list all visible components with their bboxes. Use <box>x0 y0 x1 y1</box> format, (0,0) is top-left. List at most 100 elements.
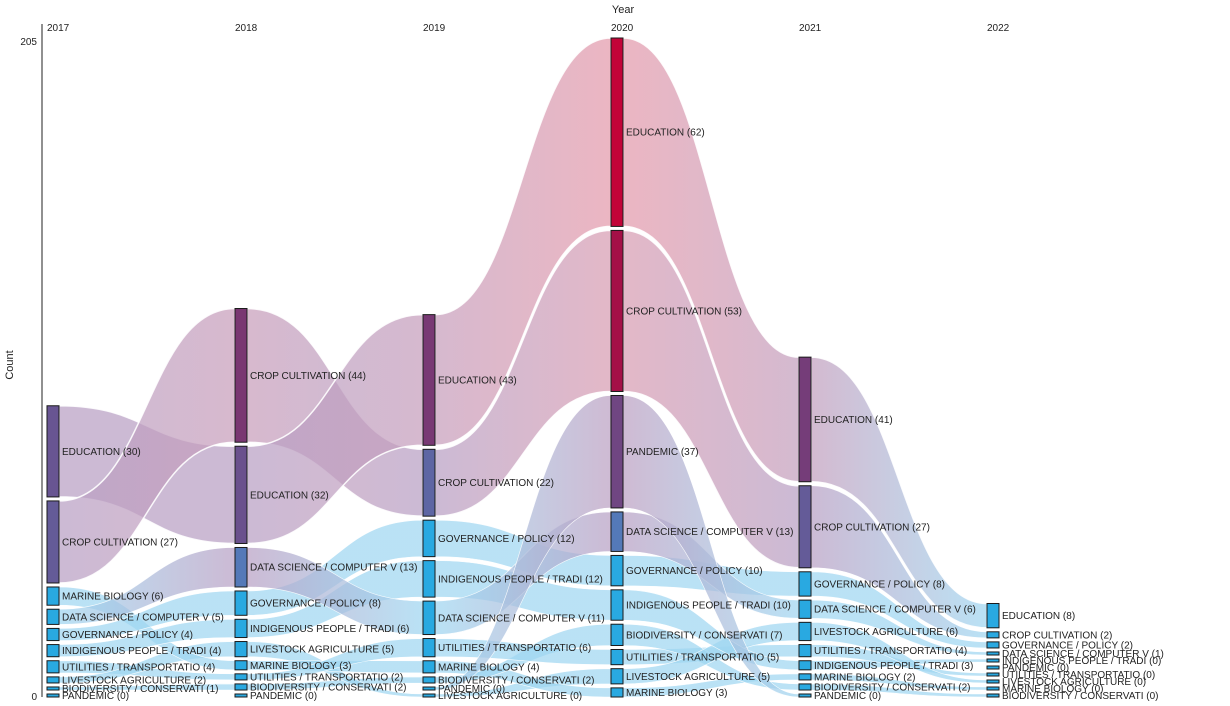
node-label-2021-crop-cultivation: CROP CULTIVATION (27) <box>814 522 930 533</box>
node-2022-utilities-transportatio <box>986 672 1000 677</box>
node-2022-pandemic <box>986 665 1000 670</box>
node-2022-data-science-computer-v <box>986 651 1000 656</box>
node-2018-data-science-computer-v <box>234 546 248 588</box>
node-label-2018-governance-policy: GOVERNANCE / POLICY (8) <box>250 599 381 610</box>
node-label-2022-crop-cultivation: CROP CULTIVATION (2) <box>1002 630 1112 641</box>
node-label-2018-utilities-transportatio: UTILITIES / TRANSPORTATIO (2) <box>250 672 403 683</box>
node-label-2020-biodiversity-conservati: BIODIVERSITY / CONSERVATI (7) <box>626 630 783 641</box>
node-2021-education <box>798 356 812 483</box>
node-2018-utilities-transportatio <box>234 673 248 681</box>
node-label-2018-marine-biology: MARINE BIOLOGY (3) <box>250 661 352 672</box>
node-label-2022-livestock-agriculture: LIVESTOCK AGRICULTURE (0) <box>1002 677 1146 688</box>
node-2020-livestock-agriculture <box>610 668 624 685</box>
node-2021-pandemic <box>798 693 812 698</box>
node-2021-indigenous-people-tradi <box>798 660 812 671</box>
nodes-layer <box>46 37 1000 698</box>
node-label-2020-livestock-agriculture: LIVESTOCK AGRICULTURE (5) <box>626 672 770 683</box>
node-label-2021-livestock-agriculture: LIVESTOCK AGRICULTURE (6) <box>814 627 958 638</box>
node-label-2020-education: EDUCATION (62) <box>626 128 705 139</box>
y-tick-label-top: 205 <box>20 37 37 48</box>
node-label-2022-utilities-transportatio: UTILITIES / TRANSPORTATIO (0) <box>1002 670 1155 681</box>
node-label-2020-crop-cultivation: CROP CULTIVATION (53) <box>626 306 742 317</box>
node-label-2021-utilities-transportatio: UTILITIES / TRANSPORTATIO (4) <box>814 646 967 657</box>
node-label-2017-crop-cultivation: CROP CULTIVATION (27) <box>62 537 178 548</box>
node-label-2017-education: EDUCATION (30) <box>62 447 141 458</box>
node-2021-biodiversity-conservati <box>798 683 812 691</box>
node-label-2019-governance-policy: GOVERNANCE / POLICY (12) <box>438 534 575 545</box>
node-2020-governance-policy <box>610 554 624 587</box>
node-label-2021-education: EDUCATION (41) <box>814 415 893 426</box>
node-label-2018-biodiversity-conservati: BIODIVERSITY / CONSERVATI (2) <box>250 682 407 693</box>
node-label-2022-pandemic: PANDEMIC (0) <box>1002 663 1069 674</box>
year-label-2019: 2019 <box>423 23 446 34</box>
node-2019-livestock-agriculture <box>422 693 436 698</box>
node-2021-marine-biology <box>798 673 812 681</box>
node-2017-governance-policy <box>46 627 60 642</box>
node-label-2019-biodiversity-conservati: BIODIVERSITY / CONSERVATI (2) <box>438 675 595 686</box>
node-label-2022-marine-biology: MARINE BIOLOGY (0) <box>1002 684 1104 695</box>
node-label-2019-marine-biology: MARINE BIOLOGY (4) <box>438 662 540 673</box>
year-label-2018: 2018 <box>235 23 258 34</box>
node-label-2019-education: EDUCATION (43) <box>438 375 517 386</box>
node-label-2019-pandemic: PANDEMIC (0) <box>438 684 505 695</box>
node-2017-education <box>46 405 60 498</box>
node-label-2020-pandemic: PANDEMIC (37) <box>626 447 699 458</box>
node-label-2017-livestock-agriculture: LIVESTOCK AGRICULTURE (2) <box>62 675 206 686</box>
node-label-2022-education: EDUCATION (8) <box>1002 611 1075 622</box>
node-2019-data-science-computer-v <box>422 600 436 636</box>
node-2019-indigenous-people-tradi <box>422 560 436 598</box>
year-label-2022: 2022 <box>987 23 1010 34</box>
node-2020-education <box>610 37 624 227</box>
node-label-2020-marine-biology: MARINE BIOLOGY (3) <box>626 688 728 699</box>
chart-title: Year <box>612 4 635 16</box>
node-2020-utilities-transportatio <box>610 648 624 666</box>
node-2018-marine-biology <box>234 660 248 671</box>
node-2020-indigenous-people-tradi <box>610 589 624 621</box>
node-label-2017-data-science-computer-v: DATA SCIENCE / COMPUTER V (5) <box>62 612 224 623</box>
node-2019-pandemic <box>422 686 436 691</box>
node-2022-crop-cultivation <box>986 631 1000 639</box>
node-2019-governance-policy <box>422 519 436 558</box>
node-2017-data-science-computer-v <box>46 608 60 625</box>
node-label-2018-indigenous-people-tradi: INDIGENOUS PEOPLE / TRADI (6) <box>250 624 409 635</box>
node-2019-utilities-transportatio <box>422 638 436 658</box>
node-2022-livestock-agriculture <box>986 679 1000 684</box>
node-2017-pandemic <box>46 693 60 698</box>
node-2021-crop-cultivation <box>798 485 812 569</box>
node-2020-marine-biology <box>610 687 624 698</box>
node-2021-data-science-computer-v <box>798 599 812 619</box>
node-label-2020-indigenous-people-tradi: INDIGENOUS PEOPLE / TRADI (10) <box>626 601 791 612</box>
node-2017-marine-biology <box>46 586 60 606</box>
node-2020-crop-cultivation <box>610 229 624 392</box>
node-2019-crop-cultivation <box>422 448 436 517</box>
y-tick-label-bottom: 0 <box>31 692 37 701</box>
node-label-2021-marine-biology: MARINE BIOLOGY (2) <box>814 672 916 683</box>
node-label-2019-data-science-computer-v: DATA SCIENCE / COMPUTER V (11) <box>438 613 605 624</box>
axis-layer: Year Count 205 0 <box>4 4 635 703</box>
node-label-2021-biodiversity-conservati: BIODIVERSITY / CONSERVATI (2) <box>814 682 971 693</box>
node-label-2022-biodiversity-conservati: BIODIVERSITY / CONSERVATI (0) <box>1002 691 1159 701</box>
node-label-2018-data-science-computer-v: DATA SCIENCE / COMPUTER V (13) <box>250 563 417 574</box>
node-2017-biodiversity-conservati <box>46 686 60 691</box>
node-2019-marine-biology <box>422 660 436 674</box>
node-label-2017-pandemic: PANDEMIC (0) <box>62 691 129 701</box>
node-label-2017-indigenous-people-tradi: INDIGENOUS PEOPLE / TRADI (4) <box>62 646 221 657</box>
node-2022-governance-policy <box>986 641 1000 649</box>
node-label-2022-indigenous-people-tradi: INDIGENOUS PEOPLE / TRADI (0) <box>1002 656 1161 667</box>
node-label-2019-indigenous-people-tradi: INDIGENOUS PEOPLE / TRADI (12) <box>438 574 603 585</box>
node-label-2017-governance-policy: GOVERNANCE / POLICY (4) <box>62 630 193 641</box>
node-label-2018-crop-cultivation: CROP CULTIVATION (44) <box>250 371 366 382</box>
node-2021-utilities-transportatio <box>798 644 812 658</box>
node-2017-livestock-agriculture <box>46 676 60 684</box>
node-2022-indigenous-people-tradi <box>986 658 1000 663</box>
year-label-2021: 2021 <box>799 23 822 34</box>
year-label-2020: 2020 <box>611 23 634 34</box>
node-2019-education <box>422 314 436 446</box>
node-label-2021-governance-policy: GOVERNANCE / POLICY (8) <box>814 579 945 590</box>
node-2018-pandemic <box>234 693 248 698</box>
node-2022-marine-biology <box>986 686 1000 691</box>
node-2018-indigenous-people-tradi <box>234 618 248 639</box>
node-label-2019-livestock-agriculture: LIVESTOCK AGRICULTURE (0) <box>438 691 582 701</box>
node-label-2020-utilities-transportatio: UTILITIES / TRANSPORTATIO (5) <box>626 653 779 664</box>
